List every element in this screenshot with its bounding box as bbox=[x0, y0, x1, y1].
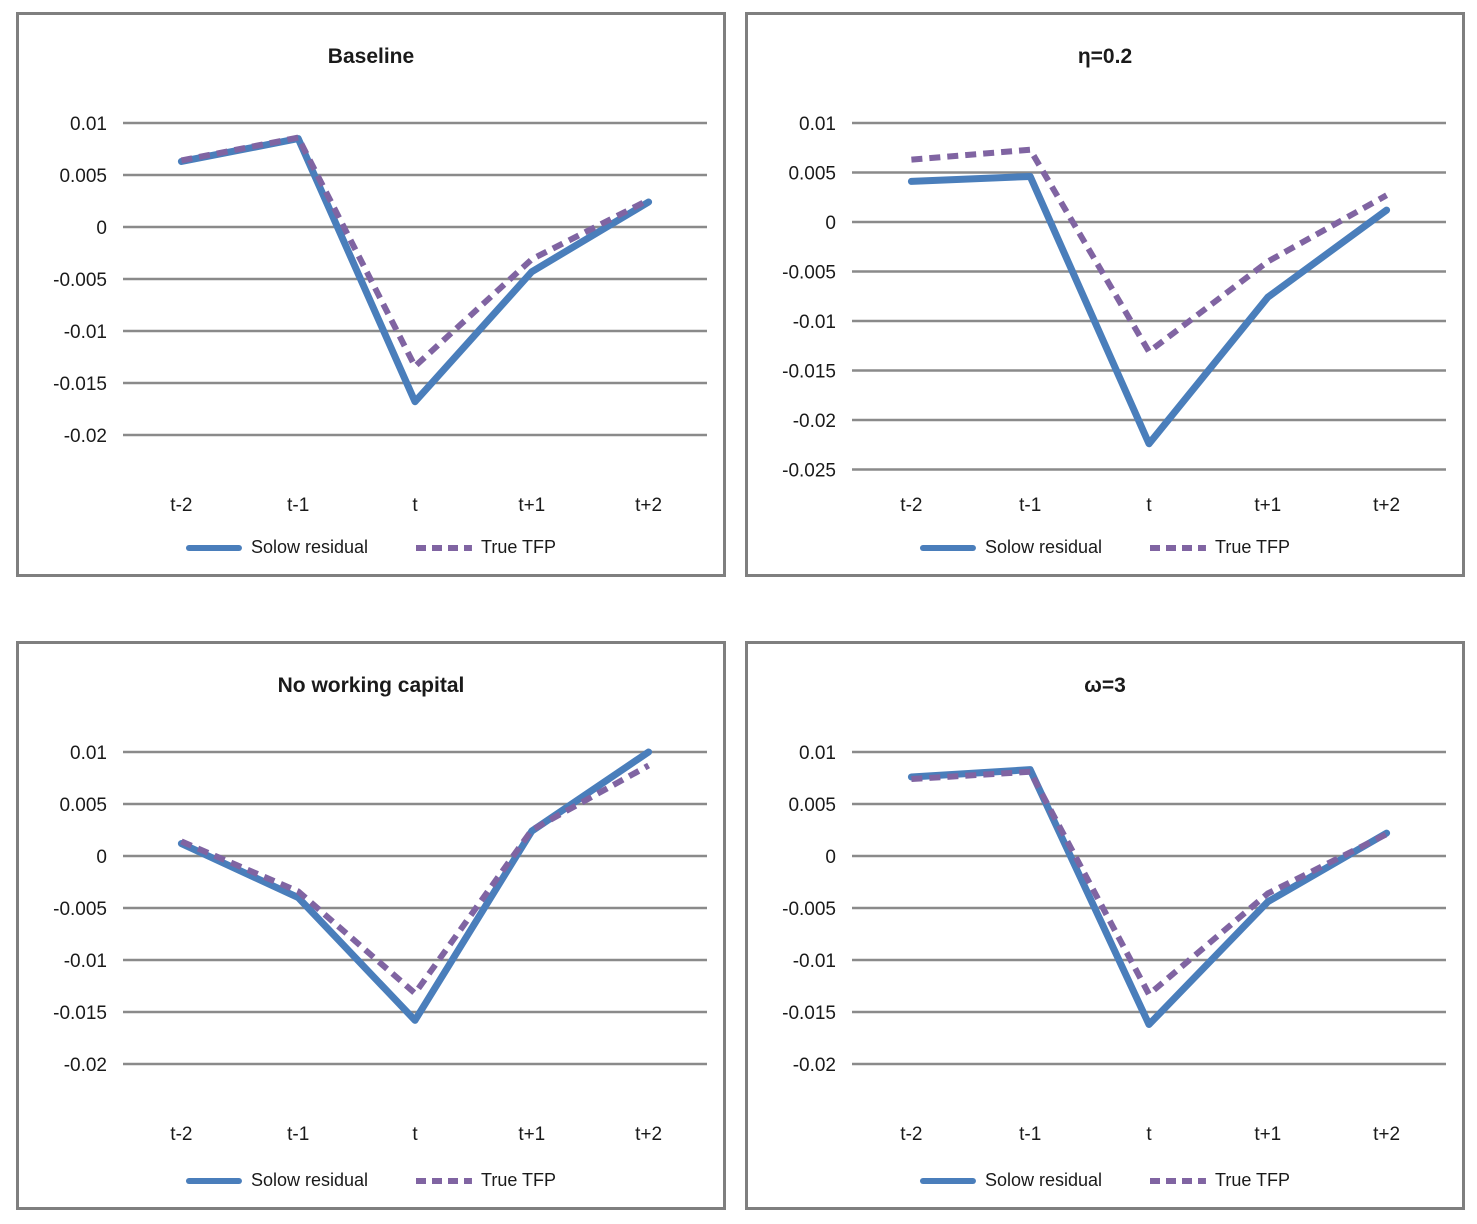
y-tick-label: -0.015 bbox=[782, 362, 836, 383]
legend-label-solow: Solow residual bbox=[250, 1170, 369, 1190]
x-tick-label: t-2 bbox=[170, 1124, 192, 1145]
line-plot: 0.01 0.005 0 -0.005 -0.01 -0.015 -0.02 -0.025 t-… bbox=[782, 114, 1446, 516]
true-tfp-line-swatch bbox=[416, 544, 473, 551]
chart-legend: Solow residual True TFP bbox=[919, 1170, 1291, 1191]
x-tick-label: t bbox=[412, 1124, 418, 1145]
chart-title: No working capital bbox=[277, 674, 465, 697]
true-tfp-line-swatch bbox=[1150, 544, 1207, 551]
y-tick-label: -0.01 bbox=[64, 322, 107, 343]
x-tick-label: t-2 bbox=[900, 1124, 922, 1145]
x-tick-label: t bbox=[412, 495, 418, 516]
solow-residual-line bbox=[177, 135, 653, 406]
chart-panel-no-working-capital: No working capital 0.01 0.005 0 -0.005 -0.01… bbox=[16, 641, 726, 1210]
y-tick-label: 0 bbox=[96, 218, 107, 239]
y-tick-label: -0.02 bbox=[793, 1055, 836, 1076]
x-tick-label: t-1 bbox=[287, 1124, 309, 1145]
solow-residual-line bbox=[907, 172, 1391, 448]
y-tick-label: 0.01 bbox=[799, 743, 836, 764]
x-tick-label: t-1 bbox=[1019, 495, 1041, 516]
y-tick-label: -0.005 bbox=[782, 899, 836, 920]
y-tick-label: -0.02 bbox=[64, 1055, 107, 1076]
chart-legend: Solow residual True TFP bbox=[919, 537, 1291, 558]
true-tfp-line-swatch bbox=[1150, 1177, 1207, 1184]
y-tick-label: 0.005 bbox=[788, 164, 836, 185]
true-tfp-line-swatch bbox=[416, 1177, 473, 1184]
x-tick-label: t+1 bbox=[1254, 495, 1281, 516]
solow-residual-line-swatch bbox=[919, 544, 976, 551]
y-tick-label: -0.005 bbox=[782, 263, 836, 284]
line-plot: 0.01 0.005 0 -0.005 -0.01 -0.015 -0.02 t-2 t-1 t t… bbox=[53, 743, 707, 1145]
solow-residual-line-swatch bbox=[185, 1177, 242, 1184]
solow-residual-line-swatch bbox=[185, 544, 242, 551]
true-tfp-line bbox=[180, 762, 651, 997]
x-tick-label: t+1 bbox=[518, 1124, 545, 1145]
x-tick-label: t-2 bbox=[170, 495, 192, 516]
x-tick-label: t-2 bbox=[900, 495, 922, 516]
chart-legend: Solow residual True TFP bbox=[185, 1170, 557, 1191]
legend-label-tfp: True TFP bbox=[481, 537, 557, 557]
x-tick-label: t+1 bbox=[518, 495, 545, 516]
y-tick-label: -0.015 bbox=[53, 1003, 107, 1024]
true-tfp-line bbox=[180, 134, 650, 370]
legend-label-solow: Solow residual bbox=[984, 1170, 1103, 1190]
chart-panel-baseline: Baseline 0.01 0.005 0 -0.005 -0.01 -0.015 -0.0… bbox=[16, 12, 726, 577]
solow-residual-line bbox=[177, 748, 653, 1024]
legend-label-tfp: True TFP bbox=[1215, 537, 1291, 557]
y-tick-label: 0.005 bbox=[788, 795, 836, 816]
legend-label-solow: Solow residual bbox=[984, 537, 1103, 557]
y-tick-label: -0.015 bbox=[53, 374, 107, 395]
x-tick-label: t+2 bbox=[635, 495, 662, 516]
line-plot: 0.01 0.005 0 -0.005 -0.01 -0.015 -0.02 t-2 t-1 t t… bbox=[53, 114, 707, 516]
y-tick-label: 0.01 bbox=[70, 114, 107, 135]
y-tick-label: 0.01 bbox=[70, 743, 107, 764]
y-tick-label: 0.01 bbox=[799, 114, 836, 135]
y-tick-label: -0.02 bbox=[793, 411, 836, 432]
y-tick-label: -0.02 bbox=[64, 426, 107, 447]
x-tick-label: t bbox=[1146, 495, 1152, 516]
true-tfp-line bbox=[911, 146, 1389, 355]
y-tick-label: -0.025 bbox=[782, 461, 836, 482]
x-tick-label: t+1 bbox=[1254, 1124, 1281, 1145]
y-tick-label: 0 bbox=[825, 213, 836, 234]
solow-residual-line bbox=[907, 766, 1391, 1028]
y-tick-label: 0.005 bbox=[59, 166, 107, 187]
true-tfp-line bbox=[911, 768, 1388, 998]
line-plot: 0.01 0.005 0 -0.005 -0.01 -0.015 -0.02 t-2 t-1 t t… bbox=[782, 743, 1446, 1145]
legend-label-tfp: True TFP bbox=[1215, 1170, 1291, 1190]
y-tick-label: -0.015 bbox=[782, 1003, 836, 1024]
y-tick-label: -0.01 bbox=[793, 312, 836, 333]
x-tick-label: t+2 bbox=[635, 1124, 662, 1145]
y-tick-label: -0.005 bbox=[53, 270, 107, 291]
x-tick-label: t-1 bbox=[1019, 1124, 1041, 1145]
chart-title: η=0.2 bbox=[1077, 45, 1133, 68]
solow-residual-line-swatch bbox=[919, 1177, 976, 1184]
y-tick-label: 0 bbox=[96, 847, 107, 868]
x-tick-label: t+2 bbox=[1373, 495, 1400, 516]
chart-legend: Solow residual True TFP bbox=[185, 537, 557, 558]
chart-panel-omega-3: ω=3 0.01 0.005 0 -0.005 -0.01 -0.015 -0.02 t-2 t… bbox=[745, 641, 1465, 1210]
x-tick-label: t-1 bbox=[287, 495, 309, 516]
chart-title: ω=3 bbox=[1084, 674, 1126, 697]
y-tick-label: -0.01 bbox=[64, 951, 107, 972]
x-tick-label: t bbox=[1146, 1124, 1152, 1145]
x-tick-label: t+2 bbox=[1373, 1124, 1400, 1145]
legend-label-solow: Solow residual bbox=[250, 537, 369, 557]
y-tick-label: 0 bbox=[825, 847, 836, 868]
y-tick-label: -0.01 bbox=[793, 951, 836, 972]
y-tick-label: 0.005 bbox=[59, 795, 107, 816]
y-tick-label: -0.005 bbox=[53, 899, 107, 920]
legend-label-tfp: True TFP bbox=[481, 1170, 557, 1190]
chart-title: Baseline bbox=[327, 45, 415, 68]
chart-panel-eta-0-2: η=0.2 0.01 0.005 0 -0.005 -0.01 -0.015 -0.02 -0… bbox=[745, 12, 1465, 577]
